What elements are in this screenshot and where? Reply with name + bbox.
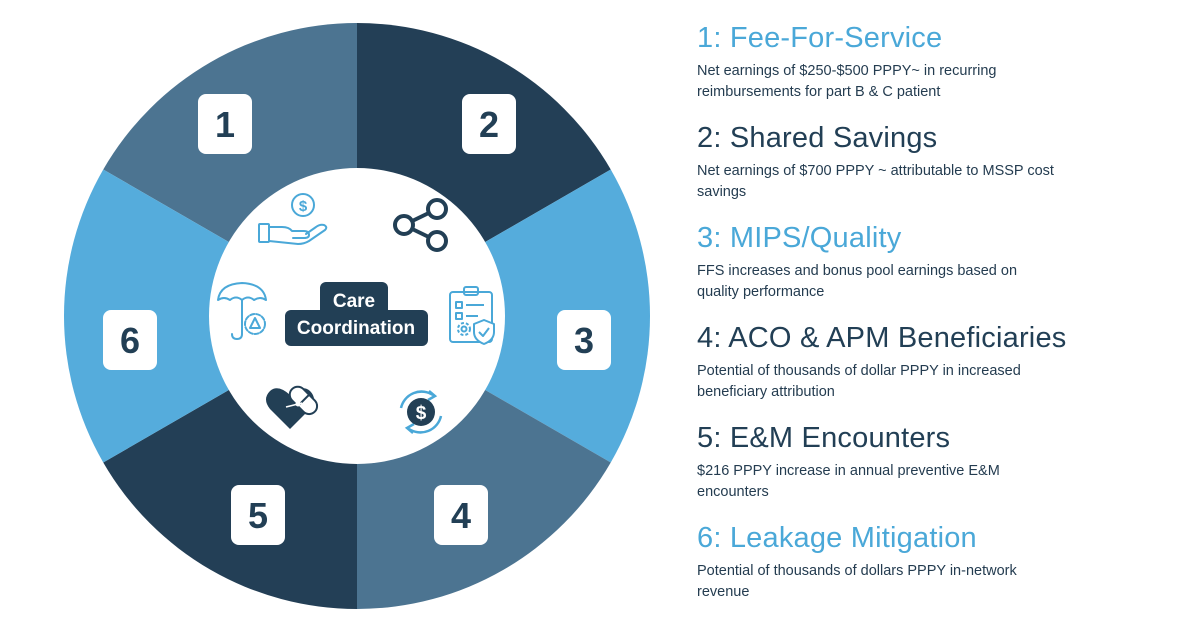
- item-2-desc: Net earnings of $700 PPPY ~ attributable…: [697, 163, 1054, 200]
- svg-text:$: $: [416, 403, 427, 424]
- segment-5-number: 5: [248, 495, 268, 536]
- item-2-title: 2: Shared Savings: [697, 122, 938, 154]
- item-5-title: 5: E&M Encounters: [697, 422, 951, 454]
- segment-4-badge: 4: [434, 485, 488, 545]
- heart-pill-icon: [266, 385, 319, 429]
- item-6-title: 6: Leakage Mitigation: [697, 522, 977, 554]
- segment-5-badge: 5: [231, 485, 285, 545]
- item-5-desc: $216 PPPY increase in annual preventive …: [697, 463, 1000, 500]
- segment-4-number: 4: [451, 495, 471, 536]
- item-4-title: 4: ACO & APM Beneficiaries: [697, 322, 1067, 354]
- center-label-line2: Coordination: [297, 318, 415, 339]
- center-label: Care Coordination: [285, 282, 428, 346]
- legend-item-3: 3: MIPS/Quality FFS increases and bonus …: [697, 220, 1187, 320]
- center-label-line1: Care: [333, 291, 375, 312]
- segment-6-number: 6: [120, 320, 140, 361]
- umbrella-gear-icon: [217, 282, 267, 340]
- legend-item-2: 2: Shared Savings Net earnings of $700 P…: [697, 120, 1187, 220]
- share-icon: [393, 198, 448, 252]
- segment-3-number: 3: [574, 320, 594, 361]
- item-1-title: 1: Fee-For-Service: [697, 22, 943, 54]
- segment-6-badge: 6: [103, 310, 157, 370]
- dollar-cycle-icon: $: [399, 390, 443, 434]
- segment-1-number: 1: [215, 104, 235, 145]
- segment-1-badge: 1: [198, 94, 252, 154]
- item-6-desc: Potential of thousands of dollars PPPY i…: [697, 563, 1017, 600]
- segment-3-badge: 3: [557, 310, 611, 370]
- legend-item-4: 4: ACO & APM Beneficiaries Potential of …: [697, 320, 1187, 420]
- clipboard-gear-icon: [449, 286, 495, 345]
- segment-2-number: 2: [479, 104, 499, 145]
- item-3-title: 3: MIPS/Quality: [697, 222, 902, 254]
- legend-item-6: 6: Leakage Mitigation Potential of thous…: [697, 520, 1187, 620]
- hand-dollar-icon: $: [258, 193, 328, 245]
- care-coordination-wheel: 1 2 3 4 5 6 Care Coordination $: [63, 22, 651, 609]
- legend: 1: Fee-For-Service Net earnings of $250-…: [697, 20, 1187, 620]
- legend-item-5: 5: E&M Encounters $216 PPPY increase in …: [697, 420, 1187, 520]
- item-4-desc: Potential of thousands of dollar PPPY in…: [697, 363, 1021, 400]
- legend-item-1: 1: Fee-For-Service Net earnings of $250-…: [697, 20, 1187, 120]
- item-3-desc: FFS increases and bonus pool earnings ba…: [697, 263, 1018, 300]
- item-1-desc: Net earnings of $250-$500 PPPY~ in recur…: [697, 63, 997, 100]
- segment-2-badge: 2: [462, 94, 516, 154]
- svg-text:$: $: [299, 198, 308, 215]
